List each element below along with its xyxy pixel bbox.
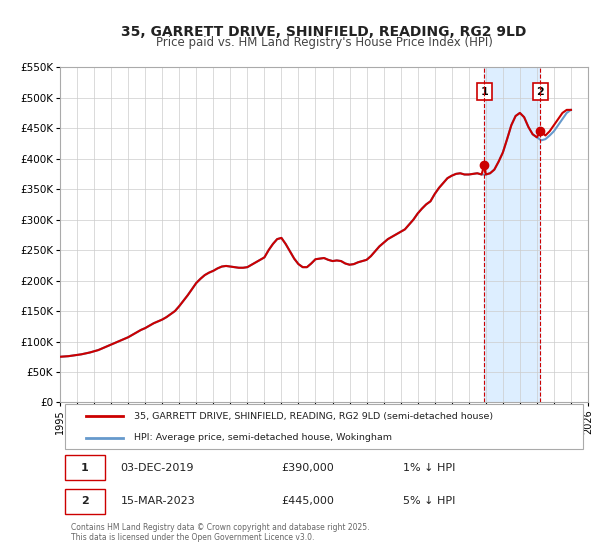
Text: 1: 1 [481,87,488,96]
Text: HPI: Average price, semi-detached house, Wokingham: HPI: Average price, semi-detached house,… [134,433,392,442]
Text: 15-MAR-2023: 15-MAR-2023 [121,496,196,506]
Text: 03-DEC-2019: 03-DEC-2019 [121,463,194,473]
Text: 5% ↓ HPI: 5% ↓ HPI [403,496,455,506]
Text: 1% ↓ HPI: 1% ↓ HPI [403,463,455,473]
Bar [484,67,541,403]
Text: £390,000: £390,000 [282,463,335,473]
Text: 2: 2 [536,87,544,96]
Text: Price paid vs. HM Land Registry's House Price Index (HPI): Price paid vs. HM Land Registry's House … [155,36,493,49]
Text: Contains HM Land Registry data © Crown copyright and database right 2025.
This d: Contains HM Land Registry data © Crown c… [71,523,369,542]
FancyBboxPatch shape [65,455,105,480]
Text: £445,000: £445,000 [282,496,335,506]
FancyBboxPatch shape [65,489,105,514]
Text: 2: 2 [81,496,89,506]
Text: 35, GARRETT DRIVE, SHINFIELD, READING, RG2 9LD (semi-detached house): 35, GARRETT DRIVE, SHINFIELD, READING, R… [134,412,493,421]
Text: 35, GARRETT DRIVE, SHINFIELD, READING, RG2 9LD: 35, GARRETT DRIVE, SHINFIELD, READING, R… [121,25,527,39]
FancyBboxPatch shape [65,404,583,449]
Text: 1: 1 [81,463,89,473]
